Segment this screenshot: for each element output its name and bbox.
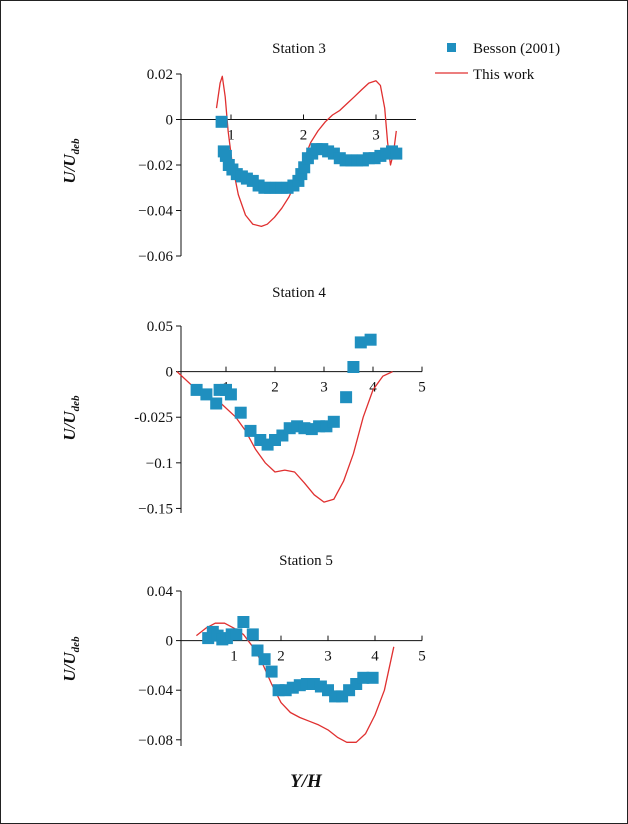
data-point-besson [327,415,340,428]
x-tick-label: 3 [372,128,380,144]
y-tick-label: −0.15 [138,501,173,517]
data-point-besson [357,671,370,684]
y-axis-label-2: U/Udeb [60,395,82,441]
legend-label-measured: Besson (2001) [473,41,560,57]
y-tick-label: −0.04 [138,683,173,699]
x-tick-label: 3 [320,380,328,396]
y-label-main: U/U [60,411,79,441]
legend: Besson (2001) This work [435,41,560,83]
series-line-this-work [195,622,395,743]
panel-title: Station 4 [272,285,326,301]
data-point-besson [265,665,278,678]
panel-title: Station 3 [272,41,326,57]
data-point-besson [340,391,353,404]
y-label-main: U/U [60,652,79,682]
x-tick-label: 4 [369,380,377,396]
data-point-besson [354,336,367,349]
x-tick-label: 1 [230,649,238,665]
y-label-sub: deb [70,138,82,154]
data-point-besson [234,406,247,419]
y-tick-label: 0.02 [147,67,173,83]
data-point-besson [237,616,250,628]
svg-text:U/Udeb: U/Udeb [60,636,82,682]
y-tick-label: −0.08 [138,733,173,749]
legend-label-model: This work [473,67,535,83]
y-tick-label: 0 [166,634,174,650]
x-tick-label: 2 [271,380,279,396]
y-tick-label: −0.06 [138,249,173,265]
data-point-besson [230,628,243,641]
y-tick-label: −0.1 [146,456,173,472]
data-point-besson [390,147,403,160]
data-point-besson [298,161,311,174]
y-label-sub: deb [70,395,82,411]
data-point-besson [246,628,259,641]
x-tick-label: 2 [300,128,308,144]
data-point-besson [200,388,213,401]
data-point-besson [219,149,232,162]
y-tick-label: -0.025 [134,410,173,426]
data-point-besson [210,397,223,410]
y-tick-label: 0.05 [147,319,173,335]
data-point-besson [254,434,267,446]
chart-panel-3: Station 5 0.04 0 −0.04 −0.08 1 2 3 4 5 [138,553,425,749]
x-tick-label: 5 [418,649,426,665]
data-point-besson [215,115,228,128]
data-point-besson [190,383,203,396]
x-tick-label: 4 [371,649,379,665]
y-tick-label: 0.04 [147,584,174,600]
x-axis-label: Y/H [290,771,323,792]
y-axis-label-3: U/Udeb [60,636,82,682]
y-tick-label: −0.02 [138,158,173,174]
y-tick-label: −0.04 [138,204,173,220]
chart-panel-1: Station 3 0.02 0 −0.02 −0.04 −0.06 1 2 3 [138,41,416,265]
panel-title: Station 5 [279,553,333,569]
data-point-besson [258,653,271,666]
data-point-besson [244,424,257,437]
series-line-this-work [176,371,393,503]
chart-panel-2: Station 40.050-0.025−0.1−0.1512345 [134,285,426,517]
data-point-besson [364,333,377,346]
y-label-main: U/U [60,154,79,184]
svg-text:U/Udeb: U/Udeb [60,138,82,184]
y-tick-label: 0 [166,365,174,381]
x-tick-label: 1 [227,128,235,144]
y-axis-label-1: U/Udeb [60,138,82,184]
x-tick-label: 2 [277,649,285,665]
svg-text:U/Udeb: U/Udeb [60,395,82,441]
legend-marker-measured [447,43,456,52]
data-point-besson [347,361,360,373]
chart-panels: Station 30.020−0.02−0.04−0.061 2 3Station … [134,41,426,749]
x-tick-label: 5 [418,380,426,396]
x-tick-label: 3 [324,649,332,665]
y-tick-label: 0 [166,113,174,129]
data-point-besson [224,388,237,401]
data-point-besson [366,671,379,684]
y-label-sub: deb [70,636,82,652]
